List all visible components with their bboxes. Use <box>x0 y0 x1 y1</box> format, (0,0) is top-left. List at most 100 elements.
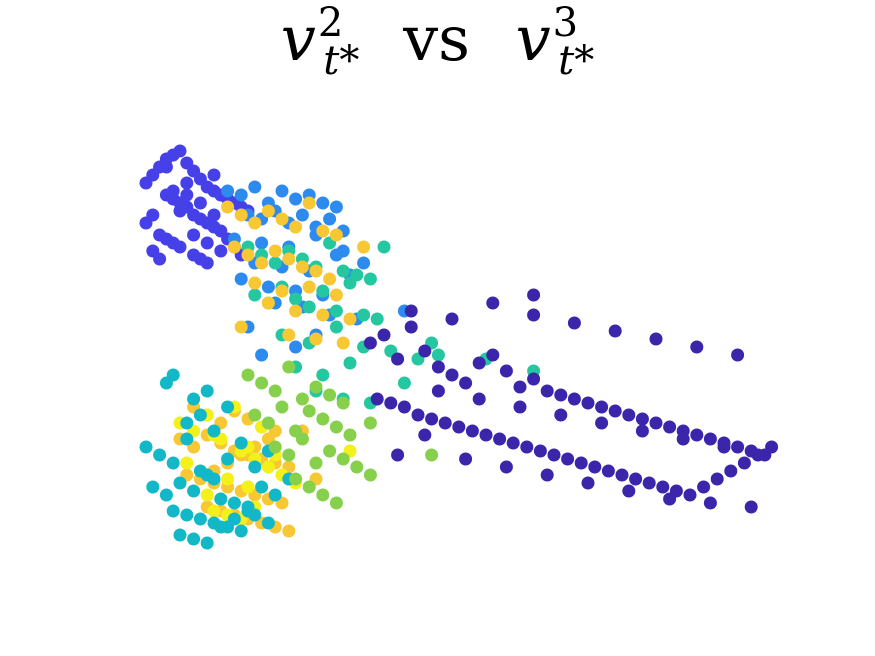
data-point <box>302 280 316 294</box>
data-point <box>234 524 248 538</box>
data-point <box>391 448 405 462</box>
data-point <box>295 208 309 222</box>
data-point <box>200 488 214 502</box>
data-point <box>615 468 629 482</box>
data-point <box>180 432 194 446</box>
data-point <box>540 468 554 482</box>
data-point <box>690 428 704 442</box>
data-point <box>493 432 507 446</box>
data-point <box>159 160 173 174</box>
data-point <box>275 284 289 298</box>
data-point <box>302 196 316 210</box>
data-point <box>289 220 303 234</box>
data-point <box>221 472 235 486</box>
data-point <box>282 524 296 538</box>
data-point <box>363 416 377 430</box>
data-point <box>343 428 357 442</box>
data-point <box>323 388 337 402</box>
title-left-var: v <box>280 2 316 75</box>
data-point <box>200 384 214 398</box>
data-point <box>329 228 343 242</box>
data-point <box>316 308 330 322</box>
data-point <box>357 256 371 270</box>
data-point <box>295 432 309 446</box>
data-point <box>234 320 248 334</box>
data-point <box>629 472 643 486</box>
data-point <box>459 452 473 466</box>
data-point <box>431 384 445 398</box>
data-point <box>234 208 248 222</box>
data-point <box>595 416 609 430</box>
title-middle: vs <box>403 2 470 75</box>
data-point <box>547 448 561 462</box>
data-point <box>241 480 255 494</box>
data-point <box>221 400 235 414</box>
data-point <box>316 196 330 210</box>
data-point <box>329 200 343 214</box>
data-point <box>445 312 459 326</box>
data-point <box>751 448 765 462</box>
data-point <box>255 376 269 390</box>
data-point <box>649 416 663 430</box>
data-point <box>731 348 745 362</box>
data-point <box>221 184 235 198</box>
data-point <box>329 496 343 510</box>
data-point <box>187 228 201 242</box>
data-point <box>472 392 486 406</box>
data-point <box>656 480 670 494</box>
data-point <box>459 376 473 390</box>
data-point <box>703 496 717 510</box>
data-point <box>608 324 622 338</box>
series-6 <box>241 360 439 510</box>
data-point <box>445 368 459 382</box>
data-point <box>289 472 303 486</box>
data-point <box>595 400 609 414</box>
data-point <box>309 264 323 278</box>
data-point <box>329 248 343 262</box>
data-point <box>608 404 622 418</box>
data-point <box>336 452 350 466</box>
data-point <box>588 460 602 474</box>
data-point <box>567 392 581 406</box>
data-point <box>261 204 275 218</box>
data-point <box>343 312 357 326</box>
data-point <box>180 176 194 190</box>
data-point <box>622 408 636 422</box>
series-5 <box>139 368 296 550</box>
data-point <box>554 408 568 422</box>
data-point <box>166 504 180 518</box>
data-point <box>377 328 391 342</box>
data-point <box>153 252 167 266</box>
data-point <box>207 424 221 438</box>
data-point <box>261 516 275 530</box>
data-point <box>153 448 167 462</box>
data-point <box>146 208 160 222</box>
data-point <box>316 284 330 298</box>
data-point <box>370 312 384 326</box>
data-point <box>159 488 173 502</box>
data-point <box>166 456 180 470</box>
data-point <box>255 348 269 362</box>
data-point <box>255 236 269 250</box>
data-point <box>207 168 221 182</box>
data-point <box>533 444 547 458</box>
data-point <box>282 328 296 342</box>
data-point <box>486 348 500 362</box>
data-point <box>425 412 439 426</box>
data-point <box>255 480 269 494</box>
data-point <box>289 292 303 306</box>
data-point <box>635 412 649 426</box>
data-point <box>520 440 534 454</box>
data-point <box>486 296 500 310</box>
data-point <box>268 384 282 398</box>
data-point <box>180 456 194 470</box>
data-point <box>567 316 581 330</box>
data-point <box>173 204 187 218</box>
data-point <box>234 188 248 202</box>
data-point <box>425 448 439 462</box>
data-point <box>343 276 357 290</box>
data-point <box>261 460 275 474</box>
data-point <box>200 536 214 550</box>
